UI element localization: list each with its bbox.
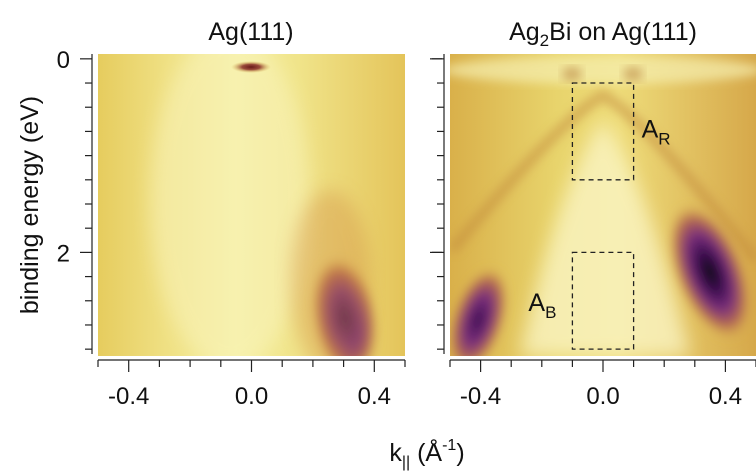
region-label-sub: B — [545, 303, 556, 322]
x-label-unit-sup: -1 — [442, 437, 456, 454]
x-label-sub: || — [402, 454, 410, 471]
right-heatmap — [450, 54, 756, 356]
right-bright-interior — [520, 120, 690, 356]
y-tick-label: 2 — [57, 240, 70, 267]
left-x-tick-label: -0.4 — [108, 383, 149, 410]
right-dark-lobe — [668, 204, 752, 340]
region-label-AR: AR — [642, 115, 671, 148]
right-title-pre: Ag — [509, 18, 540, 46]
right-left-lobe — [450, 267, 509, 356]
right-title-sub: 2 — [540, 31, 549, 50]
left-panel-title: Ag(111) — [208, 18, 293, 46]
y-tick-label: 0 — [57, 47, 70, 74]
right-x-tick-label: 0.0 — [586, 383, 619, 410]
right-band-arc — [450, 89, 756, 264]
right-top-bump-left — [562, 67, 582, 81]
left-x-tick-label: 0.4 — [358, 383, 391, 410]
region-box-AR — [571, 82, 635, 181]
region-label-letter: A — [528, 289, 545, 317]
left-heatmap — [98, 54, 405, 356]
left-bright-band — [150, 54, 310, 356]
region-box-AB — [571, 251, 635, 350]
right-top-bump-right — [623, 67, 643, 81]
x-label-unit-close: ) — [456, 439, 464, 467]
x-label-main: k — [389, 439, 402, 467]
x-label-unit-open: (Å — [410, 437, 442, 467]
right-x-tick-label: -0.4 — [460, 383, 501, 410]
region-label-sub: R — [658, 129, 670, 148]
left-bulk-lobe-halo — [290, 190, 370, 356]
right-panel-title: Ag2Bi on Ag(111) — [509, 18, 697, 50]
axes-layer: -0.4 0.0 0.4 0 2 -0.4 0.0 0.4 — [57, 47, 756, 410]
left-x-tick-label: 0.0 — [235, 383, 268, 410]
y-axis-label: binding energy (eV) — [16, 96, 44, 314]
x-axis-label: k|| (Å-1) — [389, 437, 464, 471]
left-surface-pocket — [231, 61, 271, 73]
region-label-AB: AB — [528, 289, 556, 322]
right-top-glow — [450, 56, 756, 84]
right-title-post: Bi on Ag(111) — [549, 18, 697, 46]
right-x-tick-label: 0.4 — [709, 383, 742, 410]
region-label-letter: A — [642, 115, 659, 143]
